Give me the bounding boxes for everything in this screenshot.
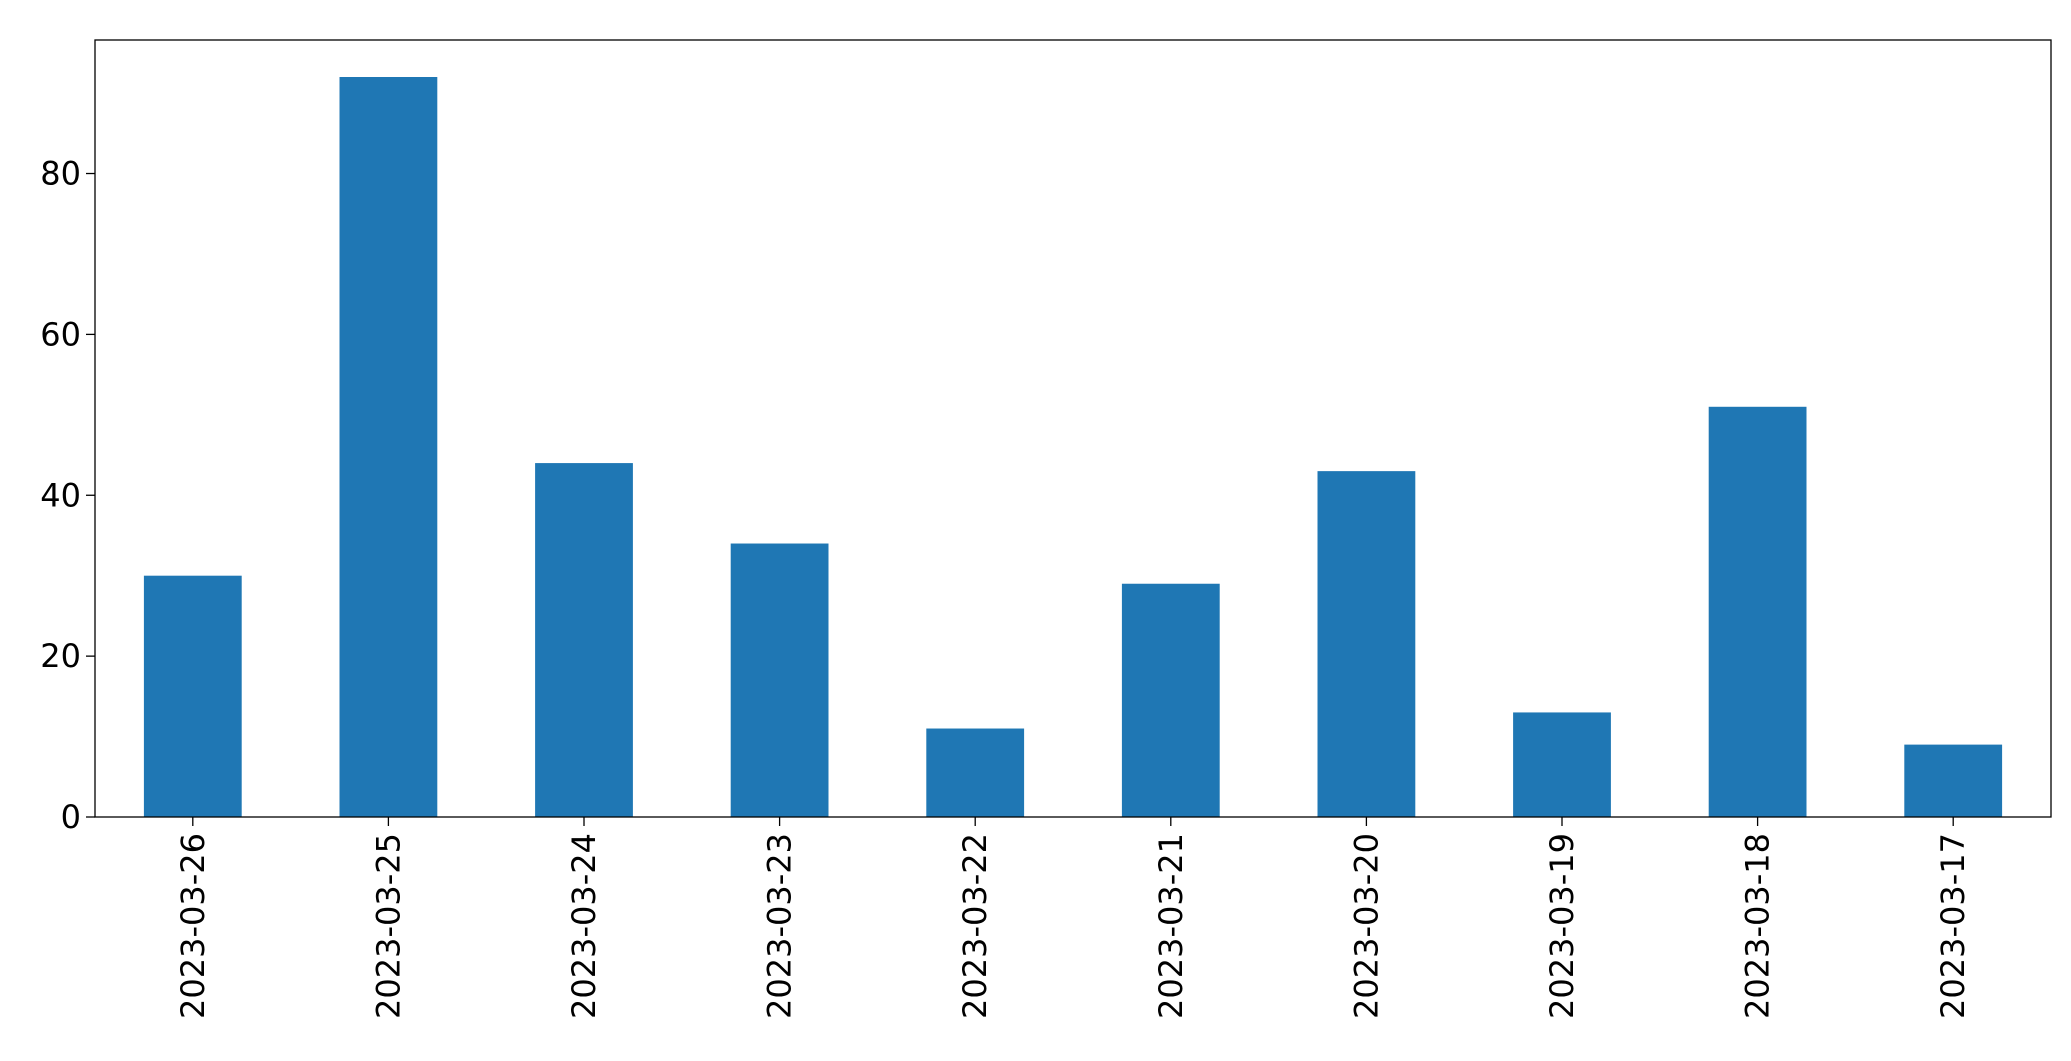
x-tick-label: 2023-03-17 (1934, 833, 1972, 1019)
bar (1904, 744, 2003, 817)
bar (1708, 406, 1807, 817)
bar (143, 575, 242, 817)
x-tick-label: 2023-03-20 (1347, 833, 1385, 1019)
y-tick-label: 20 (40, 637, 81, 675)
x-tick-label: 2023-03-23 (761, 833, 799, 1019)
y-tick-label: 80 (40, 155, 81, 193)
axes-frame (94, 39, 2052, 818)
bar (339, 77, 438, 817)
x-tick-label: 2023-03-21 (1152, 833, 1190, 1019)
bar (1513, 712, 1611, 817)
x-tick-label: 2023-03-25 (369, 833, 407, 1019)
bar (1121, 583, 1220, 817)
bar (730, 543, 829, 817)
y-tick-label: 0 (61, 798, 81, 836)
x-tick-label: 2023-03-18 (1739, 833, 1777, 1019)
y-tick-label: 40 (40, 476, 81, 514)
bar (926, 728, 1025, 817)
x-tick-label: 2023-03-24 (565, 833, 603, 1019)
x-tick-label: 2023-03-26 (174, 833, 212, 1019)
x-tick-label: 2023-03-22 (956, 833, 994, 1019)
bar (1317, 471, 1416, 817)
y-tick-label: 60 (40, 315, 81, 353)
bar (535, 463, 633, 817)
x-tick-label: 2023-03-19 (1543, 833, 1581, 1019)
